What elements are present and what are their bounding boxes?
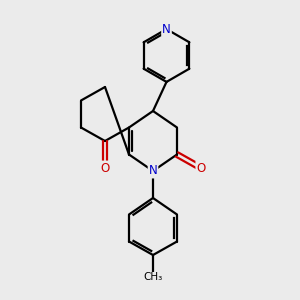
Text: N: N [148, 164, 158, 178]
Text: O: O [196, 161, 206, 175]
Text: CH₃: CH₃ [143, 272, 163, 283]
Text: O: O [100, 161, 109, 175]
Text: N: N [162, 22, 171, 36]
